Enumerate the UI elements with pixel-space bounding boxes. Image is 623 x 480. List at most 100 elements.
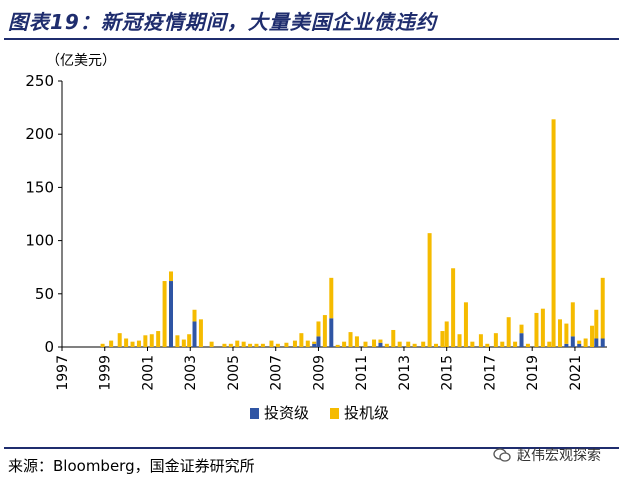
bar-speculative-grade xyxy=(458,334,462,347)
bar-speculative-grade xyxy=(513,342,517,347)
x-tick-label: 2005 xyxy=(226,355,242,391)
bar-speculative-grade xyxy=(577,341,581,344)
y-tick-label: 50 xyxy=(35,285,54,303)
legend-swatch-ig xyxy=(250,408,259,419)
bar-speculative-grade xyxy=(558,319,562,347)
bar-investment-grade xyxy=(329,318,333,347)
y-tick-label: 150 xyxy=(25,178,54,196)
bar-speculative-grade xyxy=(254,344,258,347)
bar-speculative-grade xyxy=(312,342,316,344)
bar-speculative-grade xyxy=(378,340,382,343)
bar-speculative-grade xyxy=(434,344,438,347)
x-tick-label: 1997 xyxy=(55,355,71,391)
watermark: 赵伟宏观探索 xyxy=(493,445,601,465)
bar-speculative-grade xyxy=(428,233,432,347)
bar-speculative-grade xyxy=(406,342,410,347)
bar-speculative-grade xyxy=(601,278,605,339)
x-tick-label: 2011 xyxy=(354,355,370,391)
bar-speculative-grade xyxy=(276,344,280,347)
bar-speculative-grade xyxy=(479,334,483,347)
bar-speculative-grade xyxy=(355,336,359,347)
bar-speculative-grade xyxy=(520,325,524,334)
bar-speculative-grade xyxy=(199,319,203,347)
bar-speculative-grade xyxy=(526,344,530,347)
bar-investment-grade xyxy=(520,333,524,347)
bar-speculative-grade xyxy=(242,342,246,347)
x-tick-label: 2003 xyxy=(183,355,199,391)
wechat-icon xyxy=(493,448,511,462)
bar-speculative-grade xyxy=(552,119,556,347)
bar-speculative-grade xyxy=(150,334,154,347)
bar-speculative-grade xyxy=(470,342,474,347)
bar-speculative-grade xyxy=(169,271,173,281)
bar-investment-grade xyxy=(316,336,320,347)
y-tick-label: 200 xyxy=(25,125,54,143)
bar-investment-grade xyxy=(378,343,382,347)
bar-speculative-grade xyxy=(118,333,122,347)
bar-speculative-grade xyxy=(131,342,135,347)
bar-investment-grade xyxy=(312,344,316,347)
bar-speculative-grade xyxy=(385,344,389,347)
x-tick-label: 2007 xyxy=(269,355,285,391)
bar-investment-grade xyxy=(577,344,581,347)
bar-speculative-grade xyxy=(547,342,551,347)
bar-speculative-grade xyxy=(336,345,340,347)
bar-investment-grade xyxy=(571,336,575,347)
bar-speculative-grade xyxy=(500,342,504,347)
bar-speculative-grade xyxy=(440,331,444,347)
bar-speculative-grade xyxy=(451,268,455,347)
bar-speculative-grade xyxy=(342,342,346,347)
bar-speculative-grade xyxy=(306,341,310,347)
bar-speculative-grade xyxy=(175,335,179,347)
x-tick-label: 2013 xyxy=(397,355,413,391)
bar-speculative-grade xyxy=(163,281,167,347)
bar-speculative-grade xyxy=(235,341,239,347)
bar-speculative-grade xyxy=(137,341,141,347)
bar-investment-grade xyxy=(601,338,605,347)
bar-speculative-grade xyxy=(187,334,191,347)
bar-speculative-grade xyxy=(391,330,395,347)
source-note: 来源：Bloomberg，国金证券研究所 xyxy=(8,455,255,476)
bar-speculative-grade xyxy=(494,333,498,347)
bar-speculative-grade xyxy=(156,331,160,347)
bar-speculative-grade xyxy=(229,344,233,347)
bar-speculative-grade xyxy=(293,341,297,347)
bar-speculative-grade xyxy=(269,341,273,347)
x-tick-label: 2015 xyxy=(440,355,456,391)
bar-speculative-grade xyxy=(284,343,288,347)
bar-investment-grade xyxy=(193,321,197,347)
bar-speculative-grade xyxy=(222,344,226,347)
bar-speculative-grade xyxy=(398,342,402,347)
bar-speculative-grade xyxy=(316,321,320,336)
bar-speculative-grade xyxy=(584,338,588,347)
bar-speculative-grade xyxy=(124,338,128,347)
bar-investment-grade xyxy=(169,281,173,347)
y-tick-label: 100 xyxy=(25,232,54,250)
bar-speculative-grade xyxy=(210,342,214,347)
x-tick-label: 1999 xyxy=(98,355,114,391)
bar-speculative-grade xyxy=(464,302,468,347)
legend-label-hy: 投机级 xyxy=(344,404,389,422)
bar-speculative-grade xyxy=(445,321,449,347)
bar-speculative-grade xyxy=(349,332,353,347)
y-tick-label: 250 xyxy=(25,72,54,90)
bar-speculative-grade xyxy=(261,344,265,347)
bar-speculative-grade xyxy=(109,341,113,347)
bar-speculative-grade xyxy=(564,324,568,344)
bar-speculative-grade xyxy=(507,317,511,347)
x-tick-label: 2019 xyxy=(525,355,541,391)
bar-speculative-grade xyxy=(323,315,327,347)
bar-speculative-grade xyxy=(413,344,417,347)
bar-speculative-grade xyxy=(101,344,105,347)
bar-speculative-grade xyxy=(248,344,252,347)
bar-speculative-grade xyxy=(485,344,489,347)
bar-speculative-grade xyxy=(299,333,303,347)
bar-speculative-grade xyxy=(590,326,594,347)
bar-investment-grade xyxy=(564,344,568,347)
bar-speculative-grade xyxy=(534,313,538,347)
bar-speculative-grade xyxy=(541,309,545,347)
bar-speculative-grade xyxy=(363,342,367,347)
x-tick-label: 2021 xyxy=(568,355,584,391)
bar-speculative-grade xyxy=(329,278,333,318)
